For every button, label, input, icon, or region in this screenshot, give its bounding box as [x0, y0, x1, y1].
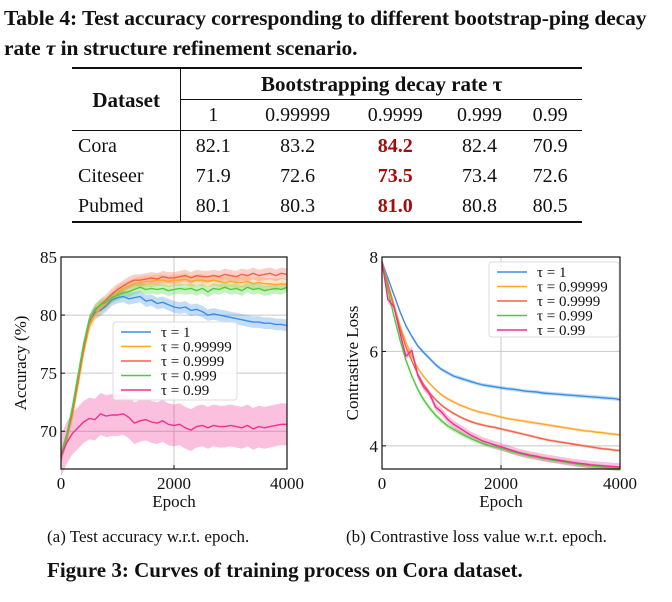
table-row: Cora 82.1 83.2 84.2 82.4 70.9	[72, 130, 582, 161]
table-header-row: Dataset Bootstrapping decay rate τ	[72, 67, 582, 131]
best-value-cell: 81.0	[349, 191, 441, 223]
legend-label: τ = 0.9999	[161, 354, 224, 370]
y-tick-label: 70	[40, 422, 57, 441]
series-line	[381, 261, 621, 470]
table-row: Pubmed 80.1 80.3 81.0 80.8 80.5	[72, 191, 582, 223]
y-tick-label: 8	[370, 248, 379, 267]
best-value-cell: 73.5	[377, 165, 413, 187]
legend-label: τ = 1	[537, 265, 567, 281]
x-axis-label: Epoch	[152, 492, 196, 511]
series-line	[381, 261, 621, 468]
column-header: 0.99999	[265, 104, 331, 126]
column-header: 0.99	[532, 104, 568, 126]
legend-label: τ = 0.99999	[161, 340, 232, 356]
series-line	[381, 261, 621, 436]
dataset-cell: Citeseer	[72, 161, 182, 191]
y-tick-label: 85	[40, 248, 57, 267]
value-cell: 72.6	[532, 165, 568, 187]
results-table: Dataset Bootstrapping decay rate τ 1 0.9…	[72, 67, 582, 223]
value-cell: 82.1	[180, 130, 246, 161]
table-caption-text: Table 4: Test accuracy corresponding to …	[4, 6, 647, 60]
value-cell: 82.4	[440, 130, 519, 161]
series-line	[381, 261, 621, 452]
y-axis-label: Accuracy (%)	[11, 316, 30, 411]
x-tick-label: 4000	[270, 474, 304, 493]
y-tick-label: 75	[40, 364, 57, 383]
table-row: Citeseer 71.9 72.6 73.5 73.4 72.6	[72, 161, 582, 191]
table-subheader-row: 1 0.99999 0.9999 0.999 0.99	[72, 100, 582, 131]
x-axis-label: Epoch	[479, 492, 523, 511]
legend-label: τ = 0.99	[161, 383, 209, 399]
legend-label: τ = 0.999	[161, 369, 217, 385]
value-cell: 83.2	[245, 130, 350, 161]
y-tick-label: 80	[40, 306, 57, 325]
y-axis-label: Contrastive Loss	[343, 306, 362, 421]
series-line	[381, 261, 621, 401]
table-caption: Table 4: Test accuracy corresponding to …	[4, 3, 672, 63]
subcaption-a: (a) Test accuracy w.r.t. epoch.	[47, 527, 250, 546]
value-cell: 80.1	[180, 191, 246, 223]
column-header: 0.999	[456, 104, 502, 126]
x-tick-label: 4000	[603, 474, 637, 493]
value-cell: 80.8	[440, 191, 519, 223]
legend-label: τ = 0.99	[537, 323, 585, 339]
y-tick-label: 4	[370, 437, 379, 456]
legend-label: τ = 0.9999	[537, 294, 600, 310]
value-cell: 73.4	[461, 165, 497, 187]
figure-caption: Figure 3: Curves of training process on …	[47, 558, 523, 582]
confidence-band	[382, 260, 620, 452]
x-tick-label: 0	[57, 474, 66, 493]
table-caption-tail: in structure refinement scenario.	[55, 36, 358, 60]
legend-box	[112, 321, 238, 401]
x-tick-label: 2000	[157, 474, 191, 493]
tau-symbol: τ	[45, 36, 56, 60]
column-header: 0.9999	[367, 104, 423, 126]
series-line	[60, 286, 288, 457]
decay-rate-header: Bootstrapping decay rate τ	[180, 67, 582, 100]
y-tick-label: 6	[370, 342, 379, 361]
dataset-cell: Pubmed	[72, 191, 182, 223]
value-cell: 80.3	[245, 191, 350, 223]
best-value-cell: 84.2	[349, 130, 441, 161]
dataset-cell: Cora	[72, 130, 182, 161]
value-cell: 72.6	[280, 165, 316, 187]
confidence-band	[61, 392, 287, 477]
series-line	[60, 413, 287, 456]
series-line	[60, 278, 288, 458]
legend-label: τ = 1	[161, 325, 191, 341]
value-cell: 80.5	[518, 191, 582, 223]
x-tick-label: 2000	[484, 474, 518, 493]
value-cell: 71.9	[195, 165, 231, 187]
subcaption-b: (b) Contrastive loss value w.r.t. epoch.	[346, 527, 607, 546]
legend-label: τ = 0.999	[537, 309, 593, 325]
x-tick-label: 0	[378, 474, 387, 493]
legend-box	[488, 261, 620, 338]
column-header: 1	[208, 104, 219, 126]
dataset-header: Dataset	[72, 67, 182, 131]
value-cell: 70.9	[518, 130, 582, 161]
legend-label: τ = 0.99999	[537, 280, 608, 296]
